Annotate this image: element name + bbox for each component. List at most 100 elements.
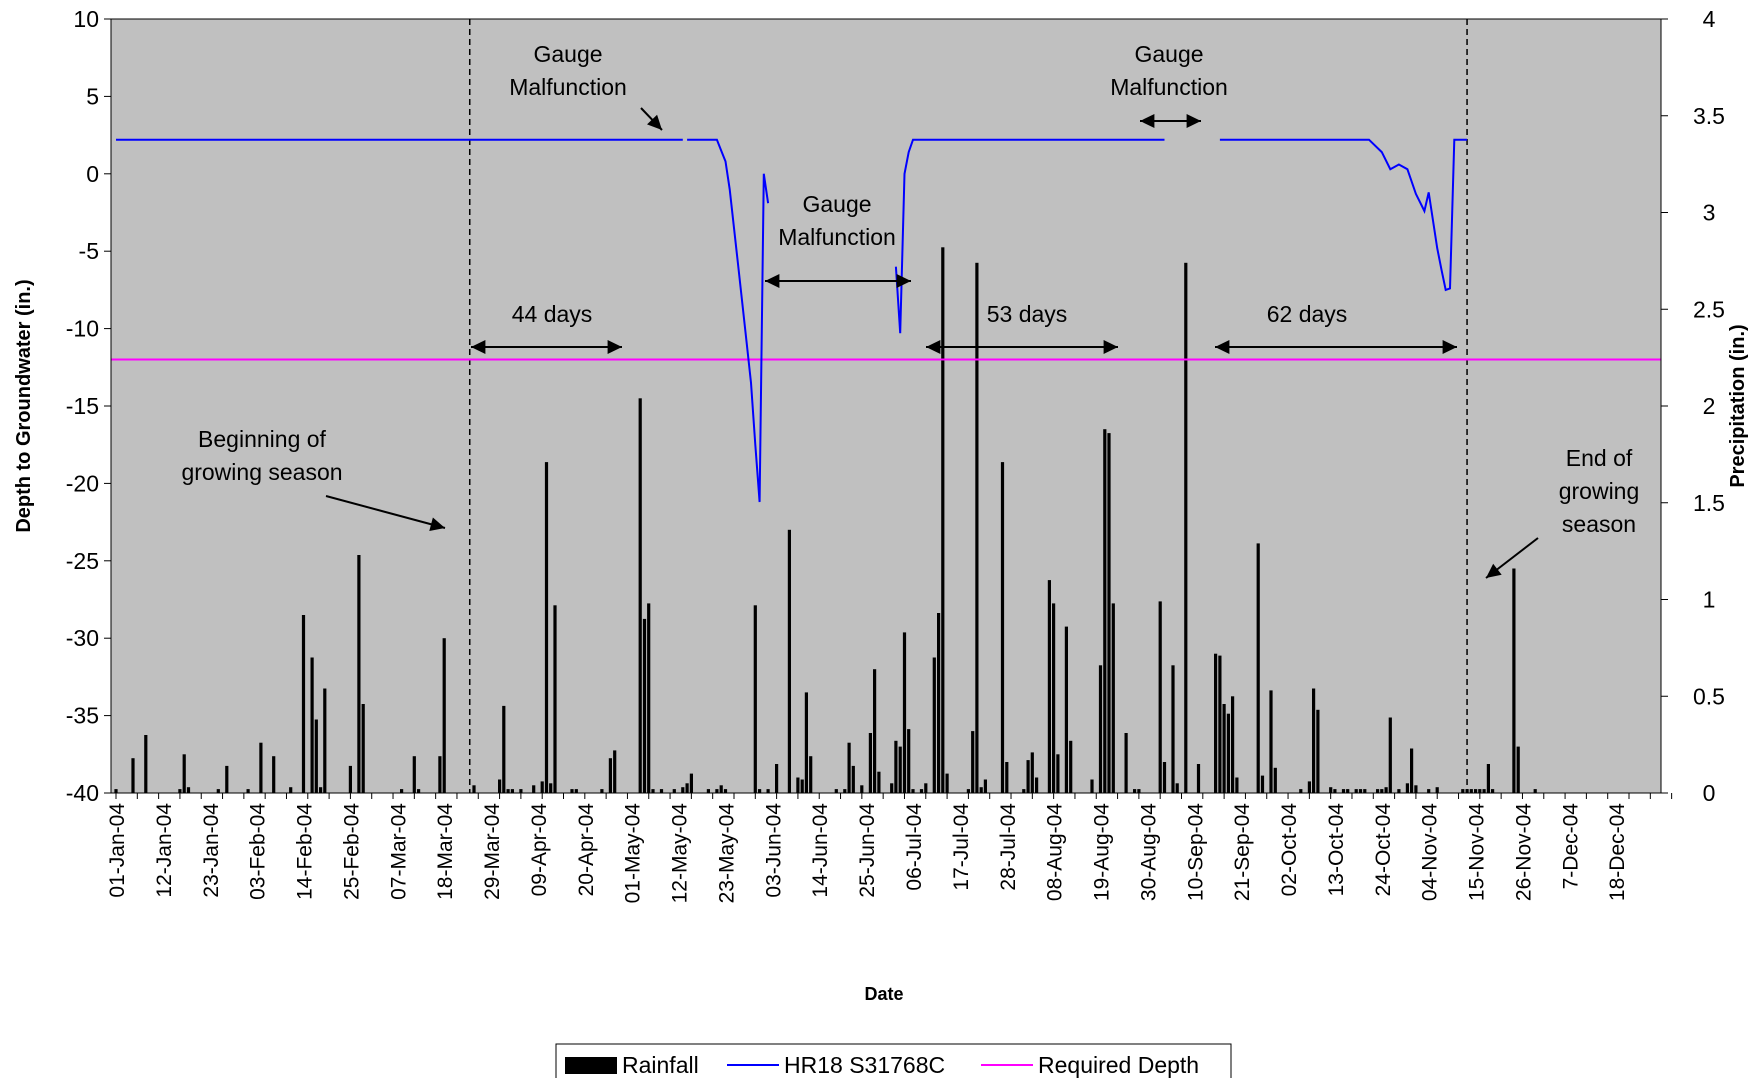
x-tick-label: 03-Feb-04 <box>247 803 270 900</box>
rainfall-bar <box>681 787 685 793</box>
rainfall-bar <box>672 789 676 793</box>
rainfall-bar <box>225 765 229 793</box>
rainfall-bar <box>1410 748 1414 793</box>
x-tick-label: 08-Aug-04 <box>1044 803 1067 901</box>
x-tick-label: 06-Jul-04 <box>903 803 926 891</box>
rainfall-bar <box>1124 733 1128 793</box>
rainfall-bar <box>937 613 941 793</box>
rainfall-bar <box>1171 665 1175 793</box>
rainfall-bar <box>532 785 536 793</box>
rainfall-bar <box>975 262 979 793</box>
rainfall-bar <box>758 789 762 793</box>
rainfall-bar <box>894 740 898 793</box>
rainfall-bar <box>570 789 574 793</box>
rainfall-bar <box>1491 789 1495 793</box>
x-tick-label: 29-Mar-04 <box>481 803 504 900</box>
rainfall-bar <box>246 789 250 793</box>
rainfall-bar <box>1516 746 1520 793</box>
annotation-egs: End of <box>1566 445 1633 471</box>
x-tick-label: 21-Sep-04 <box>1231 803 1254 901</box>
rainfall-bar <box>510 789 514 793</box>
rainfall-bar <box>685 783 689 793</box>
left-tick-label: -35 <box>66 703 99 729</box>
rainfall-bar <box>1184 262 1188 793</box>
rainfall-bar <box>1133 789 1137 793</box>
rainfall-bar <box>898 746 902 793</box>
rainfall-bar <box>1226 713 1230 793</box>
rainfall-bar <box>1052 603 1056 793</box>
rainfall-bar <box>1107 433 1111 793</box>
arrow-head <box>1103 340 1118 354</box>
rainfall-bar <box>1316 709 1320 793</box>
x-tick-label: 25-Feb-04 <box>340 803 363 900</box>
rainfall-bar <box>834 789 838 793</box>
rainfall-bar <box>114 789 118 793</box>
left-tick-label: -15 <box>66 393 99 419</box>
rainfall-bar <box>1175 783 1179 793</box>
left-tick-label: 5 <box>86 83 99 109</box>
rainfall-bar <box>945 773 949 793</box>
rainfall-bar <box>472 785 476 793</box>
annotation-gm3: Malfunction <box>778 224 896 250</box>
growing-season-lines <box>468 19 1468 793</box>
rainfall-bar <box>1329 787 1333 793</box>
rainfall-bar <box>1218 655 1222 793</box>
rainfall-bar <box>1354 789 1358 793</box>
rainfall-bar <box>1333 789 1337 793</box>
x-tick-label: 04-Nov-04 <box>1419 803 1442 901</box>
annotation-d44: 44 days <box>512 301 593 327</box>
rainfall-bar <box>1341 789 1346 793</box>
x-tick-label: 20-Apr-04 <box>575 803 598 897</box>
rainfall-bar <box>919 789 924 793</box>
arrow-head <box>607 340 622 354</box>
arrow-head <box>765 274 780 288</box>
rainfall-bar <box>932 657 936 793</box>
rainfall-bar <box>301 615 306 793</box>
annotation-gm3: Gauge <box>802 191 871 217</box>
rainfall-bar <box>259 742 263 793</box>
left-tick-label: 0 <box>86 161 99 187</box>
rainfall-bar <box>310 657 314 793</box>
rainfall-bar <box>574 789 578 793</box>
x-tick-label: 02-Oct-04 <box>1278 803 1301 897</box>
rainfall-bar <box>809 756 813 793</box>
arrow-head <box>926 340 941 354</box>
arrow-head <box>1215 340 1230 354</box>
right-tick-label: 3.5 <box>1693 103 1725 129</box>
rainfall-bar <box>1427 789 1431 793</box>
rainfall-bar <box>357 555 361 793</box>
arrow-head <box>429 517 445 531</box>
rainfall-bar <box>1098 665 1103 793</box>
rainfall-bar <box>1222 704 1226 793</box>
rainfall-bar <box>553 605 557 793</box>
rainfall-bar <box>502 705 506 793</box>
rainfall-bar <box>1478 789 1482 793</box>
rainfall-bar <box>1026 760 1030 793</box>
annotation-egs: growing <box>1559 478 1640 504</box>
left-tick-label: -25 <box>66 548 99 574</box>
legend-rainfall-swatch <box>565 1057 617 1074</box>
rainfall-bar <box>613 750 617 793</box>
rainfall-bar <box>216 789 220 793</box>
rainfall-bar <box>1346 789 1350 793</box>
annotation-bgs: Beginning of <box>198 426 326 452</box>
rainfall-bar <box>1388 717 1392 793</box>
x-tick-label: 30-Aug-04 <box>1137 803 1160 901</box>
arrow-head <box>1442 340 1457 354</box>
rainfall-bar <box>1363 789 1367 793</box>
rainfall-bar <box>1384 787 1388 793</box>
x-tick-label: 10-Sep-04 <box>1184 803 1207 901</box>
annotation-gm1: Malfunction <box>509 74 627 100</box>
rainfall-bar <box>319 787 323 793</box>
right-tick-label: 0 <box>1703 780 1716 806</box>
rainfall-bar <box>706 789 710 793</box>
rainfall-bar <box>873 669 877 793</box>
rainfall-bar <box>723 789 728 793</box>
rainfall-bar <box>753 605 757 793</box>
x-tick-label: 03-Jun-04 <box>762 803 785 898</box>
rainfall-bar <box>608 758 612 793</box>
rainfall-bar <box>498 779 502 793</box>
x-tick-label: 18-Dec-04 <box>1606 803 1629 901</box>
x-tick-label: 01-Jan-04 <box>106 803 129 898</box>
